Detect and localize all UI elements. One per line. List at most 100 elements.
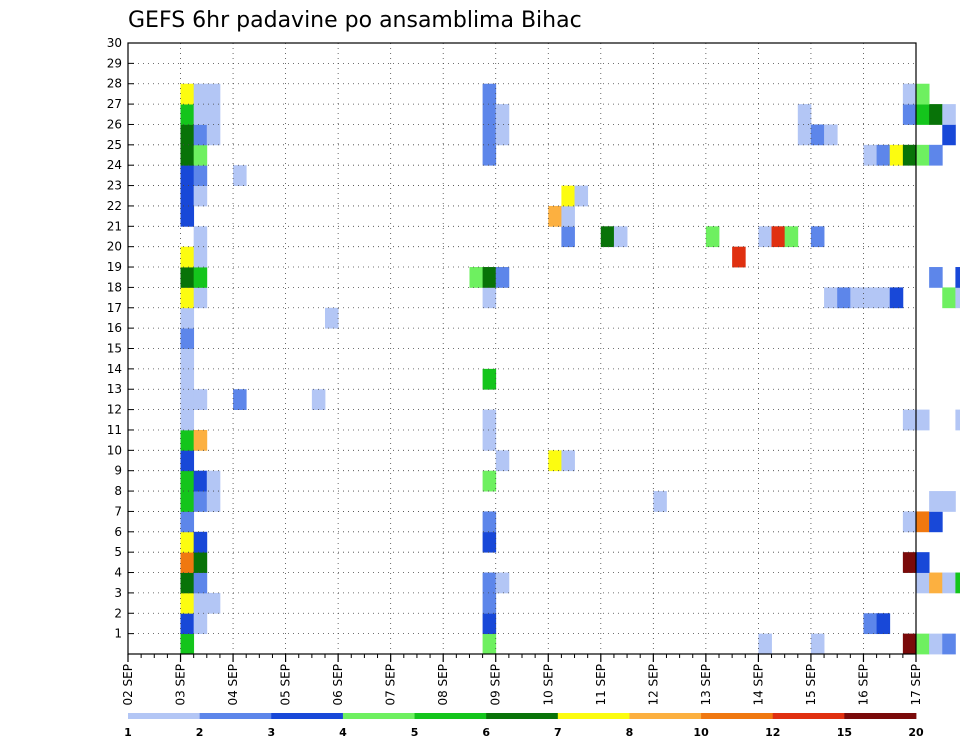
heatmap-cell [863,287,877,309]
heatmap-cell [929,572,943,594]
x-axis: 02 SEP 03 SEP 04 SEP 05 SEP 06 SEP 07 SEP 08 S… [121,654,923,706]
heatmap-cell [876,613,891,635]
heatmap-cell [193,124,208,146]
x-tick-label: 09 SEP [489,664,503,706]
chart-title: GEFS 6hr padavine po ansamblima Bihac [128,8,582,33]
y-tick-label: 13 [107,382,122,396]
heatmap-cell [206,592,221,614]
x-tick-label: 15 SEP [804,664,818,706]
heatmap-cell [758,226,772,248]
heatmap-cell [180,491,195,512]
heatmap-cell [916,83,930,105]
y-tick-label: 6 [114,525,122,539]
heatmap-cell [311,389,326,410]
heatmap-cell [482,511,497,533]
y-tick-label: 5 [114,545,122,559]
colorbar-label: 4 [339,726,347,739]
heatmap-cell [824,287,838,309]
y-tick-label: 29 [107,56,122,70]
heatmap-cell [495,450,510,472]
heatmap-cell [902,511,917,533]
heatmap-cell [193,572,208,594]
heatmap-cell [955,572,960,594]
y-tick-label: 1 [114,627,122,641]
colorbar-swatch [701,713,774,719]
heatmap-cell [180,246,195,268]
heatmap-cell [193,429,208,451]
x-tick-label: 16 SEP [856,664,870,706]
heatmap-cell [942,124,956,146]
x-tick-label: 12 SEP [646,664,660,706]
colorbar-label: 6 [482,726,490,739]
y-tick-label: 25 [107,138,122,152]
x-tick-label: 07 SEP [384,664,398,706]
colorbar: 1 2 3 4 5 6 7 8 10 12 15 20 [124,713,924,739]
heatmap-cell [482,470,497,492]
colorbar-swatch [844,713,917,719]
heatmap-cell [482,572,497,594]
heatmap-cell [233,389,247,410]
heatmap-cell [193,389,208,410]
heatmap-cell [810,633,825,655]
heatmap-cell [482,144,497,166]
heatmap-cell [180,165,195,186]
colorbar-swatch [629,713,702,719]
colorbar-swatch [486,713,559,719]
colorbar-label: 10 [693,726,709,739]
heatmap-cell [495,572,510,594]
heatmap-cell [180,144,195,166]
heatmap-cell [916,409,930,431]
heatmap-cell [916,572,930,594]
heatmap-cell [876,144,891,166]
heatmap-cell [469,267,483,288]
heatmap-cell [206,83,221,105]
heatmap-cell [784,226,799,248]
y-tick-label: 11 [107,423,122,437]
heatmap-cell [653,491,667,512]
heatmap-cell [193,226,208,248]
y-tick-label: 28 [107,77,122,91]
heatmap-cell [955,409,960,431]
y-tick-label: 16 [107,321,122,335]
heatmap-cell [613,226,628,248]
y-tick-label: 26 [107,117,122,131]
heatmap-cell [600,226,615,248]
heatmap-cell [193,83,208,105]
heatmap-cell [180,185,195,207]
heatmap-cell [180,633,195,655]
heatmap-cell [206,491,221,512]
heatmap-cell [810,226,825,248]
x-tick-label: 14 SEP [751,664,765,706]
heatmap-cell [482,287,497,309]
heatmap-cell [193,531,208,553]
heatmap-cell [193,491,208,512]
heatmap-cell [180,592,195,614]
heatmap-cell [495,104,510,125]
y-tick-label: 24 [107,158,122,172]
colorbar-label: 1 [124,726,132,739]
heatmap-cell [193,287,208,309]
colorbar-swatch [128,713,201,719]
heatmap-cell [705,226,720,248]
y-tick-label: 18 [107,280,122,294]
heatmap-cell [193,104,208,125]
heatmap-cell [889,144,904,166]
heatmap-cell [180,104,195,125]
colorbar-swatch [342,713,415,719]
colorbar-label: 2 [196,726,204,739]
y-tick-label: 3 [114,586,122,600]
heatmap-cell [732,246,746,268]
heatmap-cell [180,205,195,227]
y-tick-label: 9 [114,464,122,478]
heatmap-cell [863,613,877,635]
heatmap-cell [193,552,208,573]
heatmap-cell [758,633,772,655]
heatmap-cell [180,429,195,451]
heatmap-cell [180,267,195,288]
heatmap-cell [797,104,812,125]
heatmap-cell [929,267,943,288]
heatmap-cell [180,307,195,329]
colorbar-swatch [557,713,630,719]
heatmap-cell [495,124,510,146]
heatmap-cell [180,389,195,410]
